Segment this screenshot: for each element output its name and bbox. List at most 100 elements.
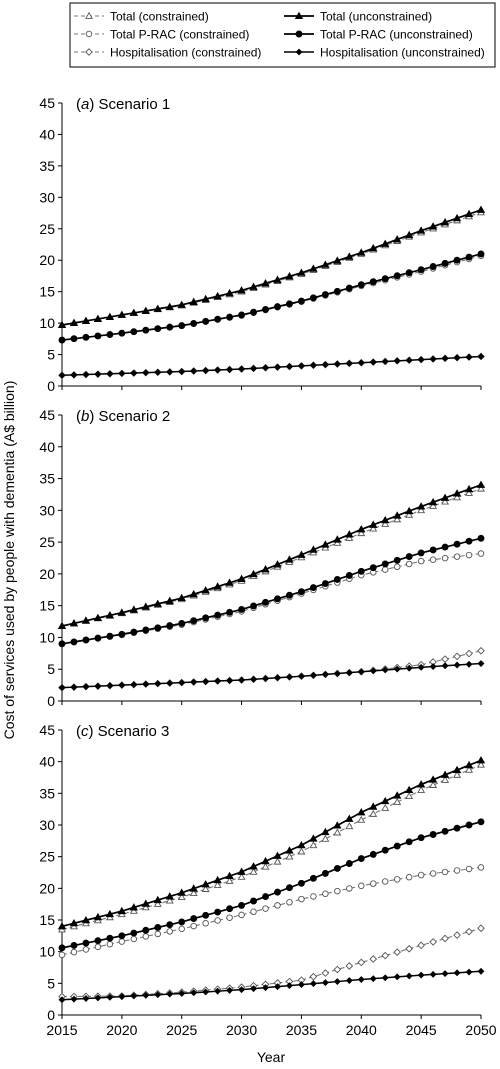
x-tick-label: 2015 — [46, 1022, 77, 1038]
data-point — [405, 269, 413, 277]
data-point — [465, 865, 473, 873]
data-point — [166, 368, 174, 376]
legend-box — [69, 2, 496, 68]
x-axis-label: Year — [257, 1049, 286, 1065]
data-point — [405, 873, 413, 881]
data-point — [369, 955, 378, 963]
data-point — [118, 630, 126, 638]
data-point — [190, 922, 197, 930]
data-point — [69, 318, 79, 326]
data-point — [381, 239, 390, 247]
data-point — [393, 791, 402, 799]
data-point — [453, 493, 462, 501]
data-point — [321, 979, 329, 987]
data-point — [165, 596, 174, 604]
data-point — [405, 553, 413, 561]
data-point — [429, 355, 437, 363]
data-point — [440, 770, 450, 778]
data-point — [357, 808, 366, 816]
data-point — [154, 930, 162, 938]
legend-marker — [85, 30, 93, 38]
series-line — [61, 764, 482, 931]
data-point — [177, 888, 186, 896]
data-point — [82, 683, 90, 691]
data-point — [262, 893, 269, 901]
data-point — [189, 297, 198, 305]
data-point — [357, 958, 366, 967]
data-point — [405, 838, 413, 846]
data-point — [225, 876, 234, 884]
data-point — [381, 878, 389, 885]
data-point — [393, 797, 402, 805]
data-point — [346, 885, 353, 892]
y-tick-label: 30 — [39, 817, 55, 833]
data-point — [345, 284, 353, 292]
data-point — [285, 555, 294, 563]
data-point — [58, 951, 66, 959]
x-tick-label: 2050 — [465, 1022, 496, 1038]
data-point — [178, 620, 186, 627]
data-point — [477, 353, 485, 360]
data-point — [166, 928, 173, 935]
data-point — [381, 519, 390, 527]
panel-b: 0 5 10 15 20 25 30 35 40 45 (b) Scenario 2 — [39, 407, 486, 709]
data-point — [381, 560, 389, 568]
data-point — [345, 860, 353, 867]
data-point — [393, 357, 401, 365]
legend-label: Total (constrained) — [110, 10, 209, 24]
data-point — [286, 363, 293, 370]
data-point — [262, 305, 269, 313]
data-point — [94, 994, 102, 1002]
data-point — [345, 822, 354, 830]
data-point — [262, 364, 269, 372]
data-point — [118, 938, 126, 945]
data-point — [81, 616, 91, 624]
data-point — [321, 969, 330, 977]
data-point — [381, 951, 390, 960]
data-point — [261, 862, 270, 870]
data-point — [82, 995, 90, 1002]
data-point — [297, 847, 306, 855]
data-point — [381, 358, 389, 365]
data-point — [261, 279, 270, 287]
data-point — [226, 905, 234, 913]
legend-marker — [85, 48, 93, 56]
data-point — [250, 364, 257, 372]
data-point — [417, 549, 425, 557]
data-point — [190, 678, 198, 686]
data-point — [178, 322, 186, 330]
data-point — [154, 325, 162, 333]
data-point — [465, 551, 473, 559]
data-point — [202, 911, 210, 919]
data-point — [178, 368, 186, 375]
data-point — [214, 987, 222, 995]
data-point — [429, 263, 437, 270]
data-point — [358, 882, 365, 890]
data-point — [274, 363, 281, 371]
data-point — [286, 982, 293, 990]
data-point — [225, 871, 234, 880]
data-point — [464, 760, 474, 769]
data-point — [70, 995, 78, 1003]
data-point — [166, 990, 174, 998]
y-tick-label: 5 — [47, 661, 55, 677]
data-point — [297, 672, 305, 680]
data-point — [129, 906, 138, 914]
legend-label: Hospitalisation (constrained) — [110, 46, 261, 60]
data-point — [381, 974, 389, 982]
data-point — [370, 880, 377, 887]
data-point — [357, 281, 365, 289]
data-point — [237, 867, 246, 875]
data-point — [106, 682, 114, 690]
data-point — [117, 310, 127, 318]
y-tick-label: 0 — [47, 1007, 55, 1023]
data-point — [357, 855, 365, 863]
data-point — [81, 316, 91, 324]
data-point — [476, 756, 486, 764]
data-point — [286, 300, 293, 308]
data-point — [334, 887, 341, 895]
data-point — [393, 948, 402, 957]
data-point — [58, 640, 66, 648]
